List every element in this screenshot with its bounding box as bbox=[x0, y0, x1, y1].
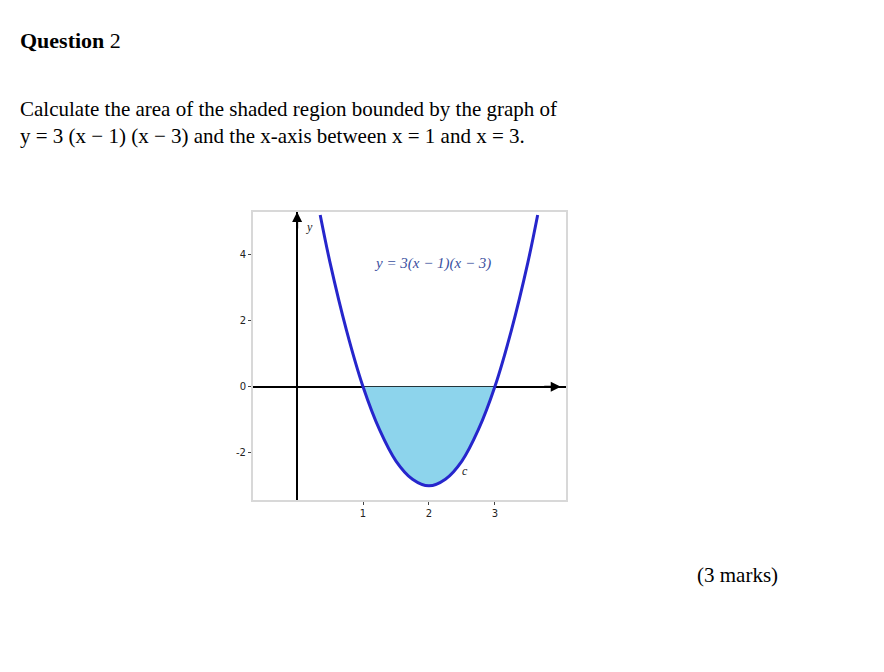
svg-text:c: c bbox=[462, 464, 468, 478]
html-text:Question 2: Question 2 bbox=[20, 28, 121, 53]
html-text:y = 3 (x − 1) (x − 3) and the: y = 3 (x − 1) (x − 3) and the x-axis bet… bbox=[20, 124, 525, 148]
html-text:Calculate the area of the shad: Calculate the area of the shaded region … bbox=[20, 97, 558, 121]
svg-text:4: 4 bbox=[240, 249, 246, 260]
svg-text:3: 3 bbox=[492, 508, 498, 519]
svg-text:y = 3(x − 1)(x − 3): y = 3(x − 1)(x − 3) bbox=[374, 255, 491, 272]
svg-text:0: 0 bbox=[240, 381, 246, 392]
svg-text:-2: -2 bbox=[236, 447, 246, 458]
svg-text:y: y bbox=[306, 220, 313, 234]
svg-text:2: 2 bbox=[240, 315, 246, 326]
html-text:(3 marks): (3 marks) bbox=[697, 563, 779, 587]
svg-text:2: 2 bbox=[426, 508, 432, 519]
svg-text:1: 1 bbox=[360, 508, 366, 519]
